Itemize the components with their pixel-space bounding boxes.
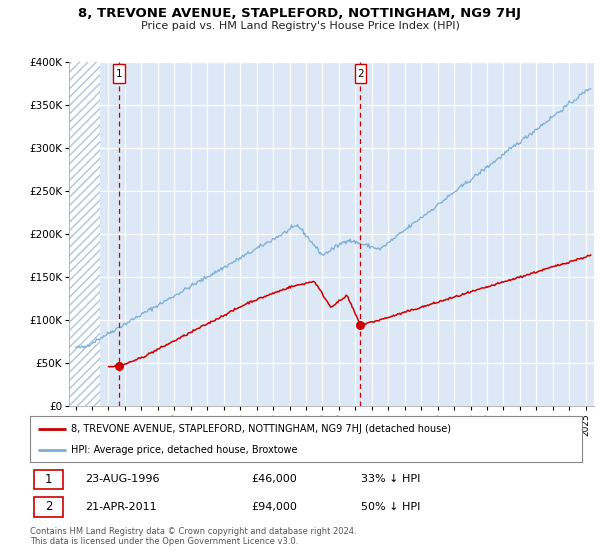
Text: 33% ↓ HPI: 33% ↓ HPI: [361, 474, 421, 484]
FancyBboxPatch shape: [34, 470, 63, 489]
Text: 23-AUG-1996: 23-AUG-1996: [85, 474, 160, 484]
Text: 2: 2: [357, 69, 364, 78]
FancyBboxPatch shape: [113, 64, 125, 83]
Text: 1: 1: [45, 473, 53, 486]
Text: 1: 1: [116, 69, 122, 78]
Text: £94,000: £94,000: [251, 502, 296, 512]
Text: 50% ↓ HPI: 50% ↓ HPI: [361, 502, 421, 512]
Text: HPI: Average price, detached house, Broxtowe: HPI: Average price, detached house, Brox…: [71, 445, 298, 455]
Text: 8, TREVONE AVENUE, STAPLEFORD, NOTTINGHAM, NG9 7HJ: 8, TREVONE AVENUE, STAPLEFORD, NOTTINGHA…: [79, 7, 521, 20]
FancyBboxPatch shape: [34, 497, 63, 516]
Bar: [69, 62, 100, 406]
Text: 21-APR-2011: 21-APR-2011: [85, 502, 157, 512]
Text: 8, TREVONE AVENUE, STAPLEFORD, NOTTINGHAM, NG9 7HJ (detached house): 8, TREVONE AVENUE, STAPLEFORD, NOTTINGHA…: [71, 424, 451, 434]
Text: Contains HM Land Registry data © Crown copyright and database right 2024.
This d: Contains HM Land Registry data © Crown c…: [30, 526, 356, 546]
Text: Price paid vs. HM Land Registry's House Price Index (HPI): Price paid vs. HM Land Registry's House …: [140, 21, 460, 31]
Text: £46,000: £46,000: [251, 474, 296, 484]
FancyBboxPatch shape: [355, 64, 366, 83]
Text: 2: 2: [45, 501, 53, 514]
